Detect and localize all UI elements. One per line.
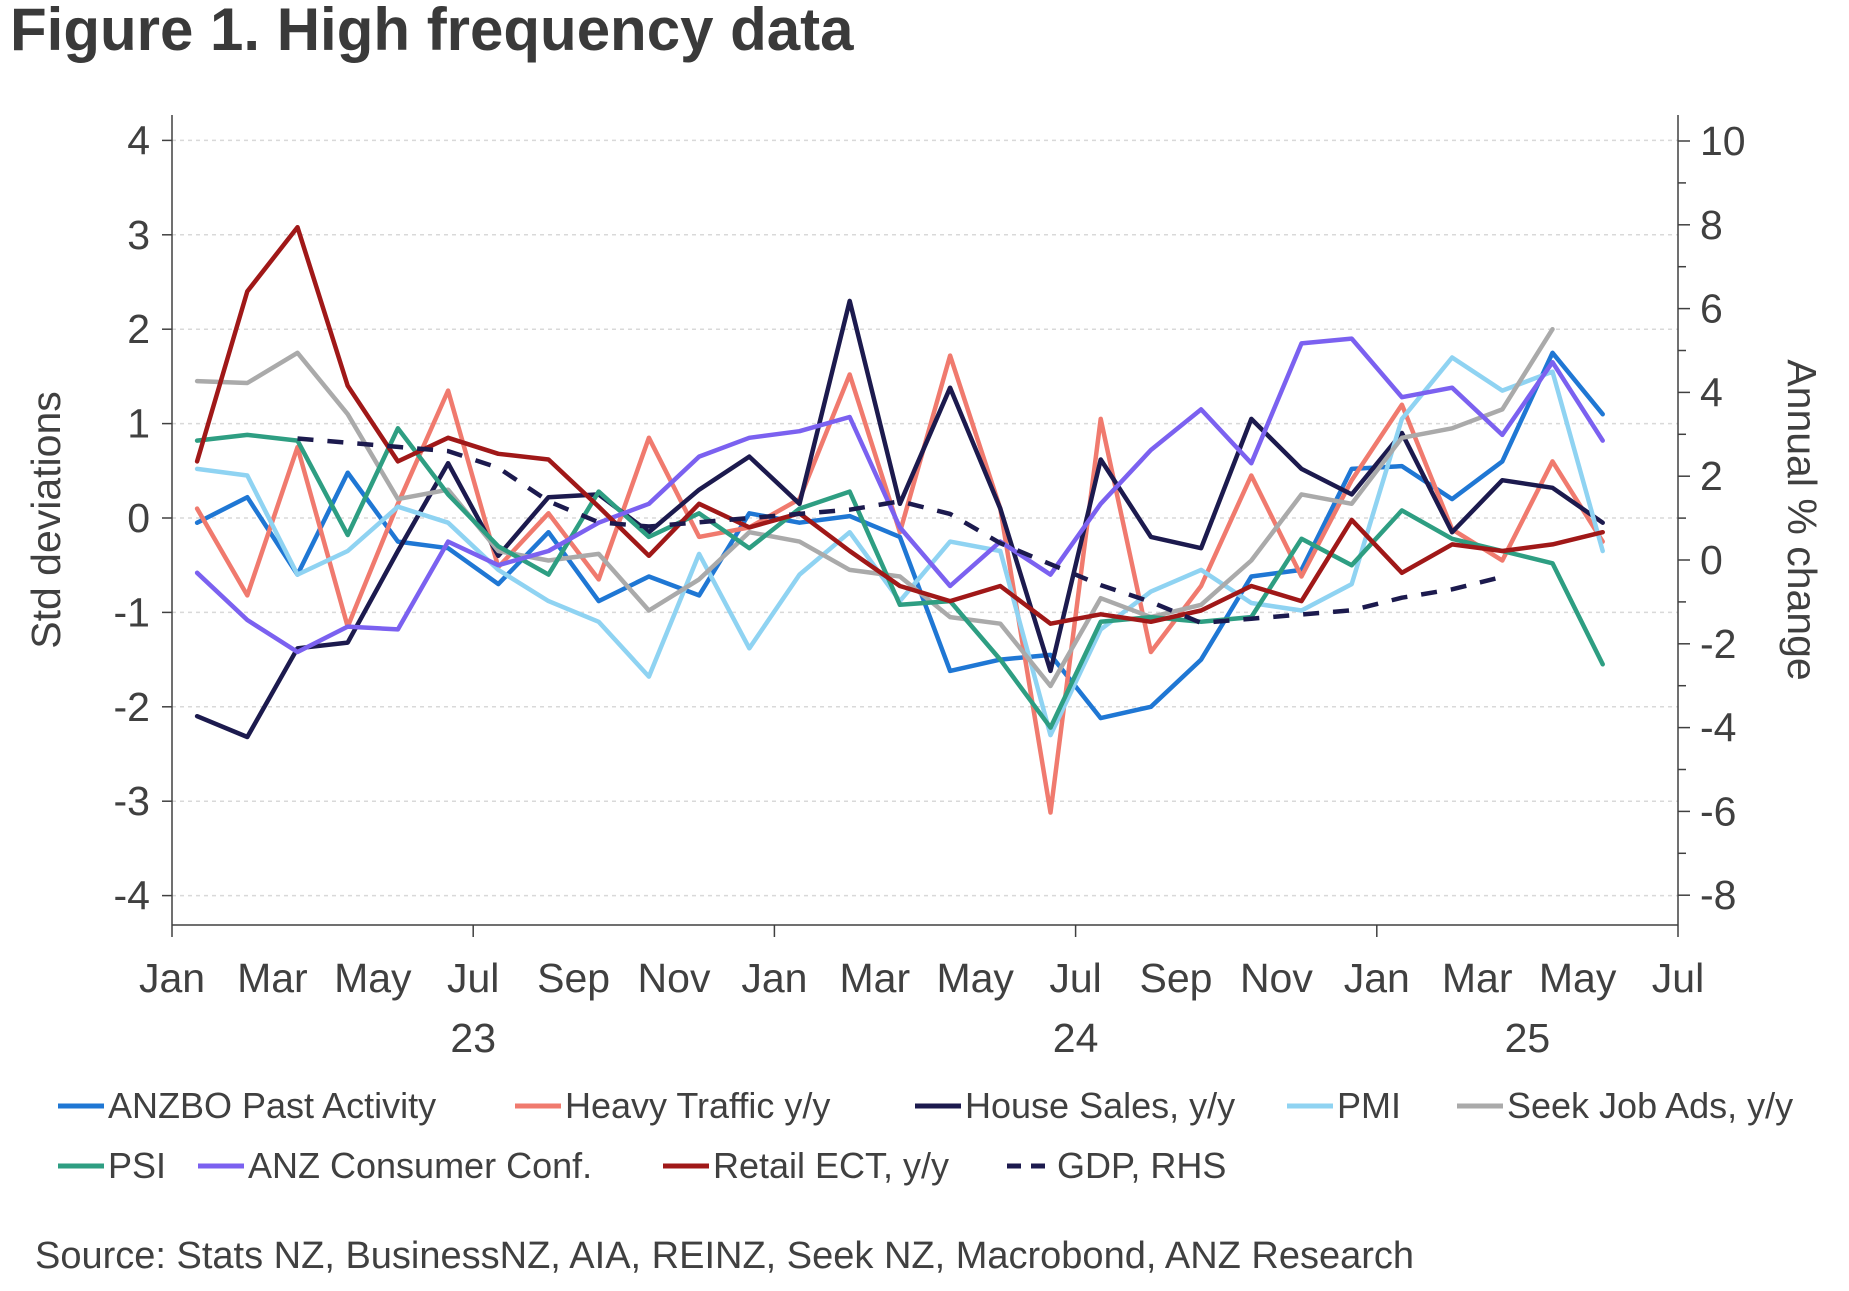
legend-label: Seek Job Ads, y/y <box>1507 1085 1793 1126</box>
legend-label: Retail ECT, y/y <box>713 1145 949 1186</box>
left-tick-label: 0 <box>127 495 150 541</box>
right-tick-label: 8 <box>1700 202 1723 248</box>
legend-label: ANZ Consumer Conf. <box>248 1145 592 1186</box>
right-tick-label: -8 <box>1700 872 1736 918</box>
right-tick-label: -6 <box>1700 788 1736 834</box>
year-labels: 23 24 25 <box>450 1015 1550 1061</box>
x-tick-label: Mar <box>1442 955 1513 1001</box>
axes <box>171 115 1679 937</box>
series-line-psi <box>194 426 1605 730</box>
x-tick-label: May <box>1539 955 1617 1001</box>
year-label: 25 <box>1505 1015 1551 1061</box>
x-tick-label: May <box>936 955 1014 1001</box>
right-tick-label: -4 <box>1700 705 1736 751</box>
left-axis-label: Std deviations <box>23 391 69 649</box>
x-tick-label: Sep <box>1140 955 1213 1001</box>
series-line-anz-consumer-conf <box>194 336 1605 655</box>
left-tick-label: 4 <box>127 117 150 163</box>
series-lines <box>194 224 1605 815</box>
right-tick-label: 6 <box>1700 286 1723 332</box>
x-tick-label: Jan <box>1344 955 1410 1001</box>
right-axis-label: Annual % change <box>1779 359 1825 680</box>
left-tick-label: -1 <box>114 589 150 635</box>
x-tick-label: Mar <box>237 955 308 1001</box>
x-tick-label: Nov <box>1240 955 1313 1001</box>
legend-label: House Sales, y/y <box>965 1085 1235 1126</box>
legend-label: ANZBO Past Activity <box>108 1085 436 1126</box>
legend-label: GDP, RHS <box>1057 1145 1226 1186</box>
series-line-seek-job-ads-y-y <box>194 326 1555 689</box>
x-tick-label: Jul <box>447 955 499 1001</box>
year-label: 23 <box>450 1015 496 1061</box>
source-note: Source: Stats NZ, BusinessNZ, AIA, REINZ… <box>35 1235 1414 1277</box>
right-tick-label: 0 <box>1700 537 1723 583</box>
x-tick-label: May <box>334 955 412 1001</box>
legend-label: PSI <box>108 1145 166 1186</box>
series-line-pmi <box>194 355 1605 738</box>
x-tick-label: Nov <box>638 955 711 1001</box>
left-tick-label: 2 <box>127 306 150 352</box>
series-line-anzbo-past-activity <box>194 350 1605 721</box>
series-line-heavy-traffic-y-y <box>194 353 1605 815</box>
right-tick-label: -2 <box>1700 621 1736 667</box>
legend-label: Heavy Traffic y/y <box>565 1085 830 1126</box>
right-tick-label: 10 <box>1700 118 1746 164</box>
left-tick-label: -2 <box>114 684 150 730</box>
left-tick-label: -3 <box>114 778 150 824</box>
right-tick-label: 2 <box>1700 453 1723 499</box>
left-tick-label: 3 <box>127 212 150 258</box>
left-tick-label: -4 <box>114 873 150 919</box>
x-tick-label: Jan <box>139 955 205 1001</box>
x-tick-label: Sep <box>537 955 610 1001</box>
x-tick-label: Jan <box>741 955 807 1001</box>
x-tick-labels: Jan Mar May Jul Sep Nov Jan Mar May Jul Sep Nov Jan M… <box>139 955 1704 1001</box>
x-tick-label: Mar <box>839 955 910 1001</box>
legend: ANZBO Past Activity Heavy Traffic y/y Hous… <box>58 1085 1793 1186</box>
series-line-retail-ect-y-y <box>194 224 1605 626</box>
left-tick-labels: 4 3 2 1 0 -1 -2 -3 -4 <box>114 117 150 918</box>
chart-title: Figure 1. High frequency data <box>10 0 854 63</box>
right-tick-labels: 10 8 6 4 2 0 -2 -4 -6 -8 <box>1700 118 1746 918</box>
x-tick-label: Jul <box>1049 955 1101 1001</box>
legend-label: PMI <box>1337 1085 1401 1126</box>
year-label: 24 <box>1053 1015 1099 1061</box>
gridlines <box>162 139 1690 897</box>
left-tick-label: 1 <box>127 401 150 447</box>
x-tick-label: Jul <box>1652 955 1704 1001</box>
right-tick-label: 4 <box>1700 369 1723 415</box>
